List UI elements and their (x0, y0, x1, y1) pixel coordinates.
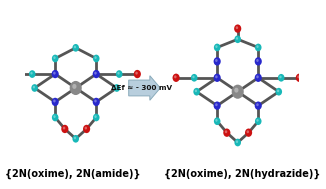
Ellipse shape (191, 74, 198, 82)
Ellipse shape (255, 117, 261, 125)
Ellipse shape (93, 55, 99, 62)
Ellipse shape (52, 98, 59, 106)
Ellipse shape (215, 59, 218, 62)
Ellipse shape (255, 44, 261, 51)
Ellipse shape (236, 140, 238, 143)
Text: {2N(oxime), 2N(amide)}: {2N(oxime), 2N(amide)} (5, 169, 141, 179)
Ellipse shape (256, 45, 259, 48)
Ellipse shape (93, 114, 99, 121)
Ellipse shape (255, 101, 262, 110)
Ellipse shape (10, 70, 18, 78)
Ellipse shape (72, 84, 77, 89)
Ellipse shape (236, 37, 238, 40)
Ellipse shape (30, 72, 33, 74)
Ellipse shape (93, 70, 100, 78)
Ellipse shape (195, 90, 197, 92)
Ellipse shape (232, 85, 244, 99)
Ellipse shape (279, 76, 282, 78)
Ellipse shape (223, 129, 230, 137)
Ellipse shape (215, 45, 217, 48)
Text: {2N(oxime), 2N(hydrazide)}: {2N(oxime), 2N(hydrazide)} (164, 169, 320, 179)
Ellipse shape (297, 75, 300, 78)
Ellipse shape (256, 75, 259, 78)
Ellipse shape (31, 84, 38, 92)
Ellipse shape (215, 119, 217, 122)
Ellipse shape (174, 75, 177, 78)
Ellipse shape (215, 103, 218, 106)
Ellipse shape (214, 117, 220, 125)
Ellipse shape (275, 88, 282, 96)
Ellipse shape (255, 74, 262, 82)
Ellipse shape (234, 88, 239, 93)
Ellipse shape (29, 70, 36, 78)
Ellipse shape (245, 129, 252, 137)
Ellipse shape (63, 127, 65, 129)
Ellipse shape (135, 72, 138, 75)
Ellipse shape (296, 74, 303, 82)
Text: ΔEf ≈ - 300 mV: ΔEf ≈ - 300 mV (111, 85, 172, 91)
Ellipse shape (93, 98, 100, 106)
Ellipse shape (225, 130, 227, 133)
Ellipse shape (12, 72, 15, 75)
Ellipse shape (53, 56, 56, 59)
Ellipse shape (52, 55, 58, 62)
Ellipse shape (52, 70, 59, 78)
Ellipse shape (117, 72, 120, 74)
FancyArrow shape (129, 76, 160, 100)
Ellipse shape (94, 100, 97, 102)
Ellipse shape (236, 26, 238, 29)
Ellipse shape (214, 74, 221, 82)
Ellipse shape (61, 125, 68, 133)
Ellipse shape (214, 44, 220, 51)
Ellipse shape (116, 70, 123, 78)
Ellipse shape (214, 101, 221, 110)
Ellipse shape (192, 76, 195, 78)
Ellipse shape (113, 84, 120, 92)
Ellipse shape (72, 135, 79, 143)
Ellipse shape (53, 100, 56, 102)
Ellipse shape (53, 115, 56, 118)
Ellipse shape (234, 139, 241, 146)
Ellipse shape (53, 72, 56, 75)
Ellipse shape (52, 114, 58, 121)
Ellipse shape (214, 57, 221, 66)
Ellipse shape (246, 130, 249, 133)
Ellipse shape (193, 88, 200, 96)
Ellipse shape (278, 74, 285, 82)
Ellipse shape (255, 57, 262, 66)
Ellipse shape (256, 103, 259, 106)
Ellipse shape (234, 24, 241, 33)
Ellipse shape (84, 127, 87, 129)
Ellipse shape (94, 115, 97, 118)
Ellipse shape (215, 75, 218, 78)
Ellipse shape (33, 86, 35, 88)
Ellipse shape (74, 46, 76, 48)
Ellipse shape (70, 81, 82, 95)
Ellipse shape (172, 74, 180, 82)
Ellipse shape (234, 35, 241, 43)
Ellipse shape (83, 125, 90, 133)
Ellipse shape (115, 86, 117, 88)
Ellipse shape (94, 56, 97, 59)
Ellipse shape (277, 90, 279, 92)
Ellipse shape (74, 137, 76, 139)
Ellipse shape (94, 72, 97, 75)
Ellipse shape (134, 70, 141, 78)
Ellipse shape (72, 44, 79, 52)
Ellipse shape (256, 59, 259, 62)
Ellipse shape (256, 119, 259, 122)
